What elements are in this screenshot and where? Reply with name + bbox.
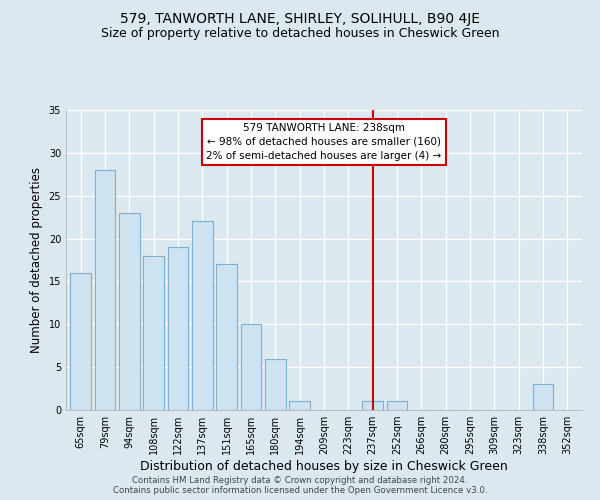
Bar <box>143 256 164 410</box>
Bar <box>289 402 310 410</box>
Y-axis label: Number of detached properties: Number of detached properties <box>30 167 43 353</box>
Bar <box>265 358 286 410</box>
Text: Contains HM Land Registry data © Crown copyright and database right 2024.: Contains HM Land Registry data © Crown c… <box>132 476 468 485</box>
Bar <box>167 247 188 410</box>
Bar <box>362 402 383 410</box>
Bar <box>241 324 262 410</box>
Bar <box>216 264 237 410</box>
Bar <box>192 222 212 410</box>
Text: Size of property relative to detached houses in Cheswick Green: Size of property relative to detached ho… <box>101 28 499 40</box>
Text: 579 TANWORTH LANE: 238sqm
← 98% of detached houses are smaller (160)
2% of semi-: 579 TANWORTH LANE: 238sqm ← 98% of detac… <box>206 123 442 161</box>
Text: 579, TANWORTH LANE, SHIRLEY, SOLIHULL, B90 4JE: 579, TANWORTH LANE, SHIRLEY, SOLIHULL, B… <box>120 12 480 26</box>
Text: Contains public sector information licensed under the Open Government Licence v3: Contains public sector information licen… <box>113 486 487 495</box>
Bar <box>386 402 407 410</box>
Bar <box>95 170 115 410</box>
Bar <box>70 273 91 410</box>
Bar <box>533 384 553 410</box>
Bar <box>119 213 140 410</box>
X-axis label: Distribution of detached houses by size in Cheswick Green: Distribution of detached houses by size … <box>140 460 508 473</box>
